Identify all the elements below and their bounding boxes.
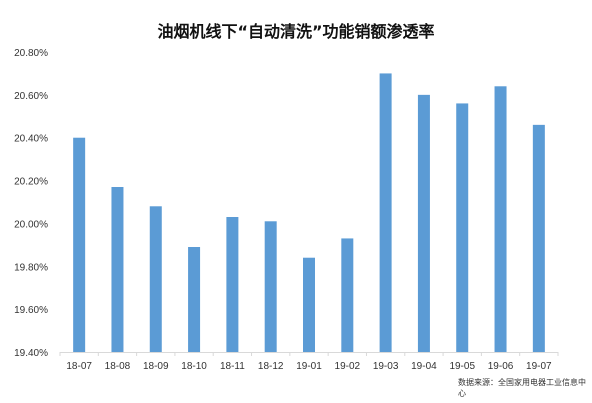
x-tick-label: 18-11 bbox=[220, 361, 245, 372]
bar-19-01 bbox=[303, 257, 315, 352]
x-tick-label: 18-07 bbox=[66, 361, 92, 372]
x-tick-label: 19-06 bbox=[488, 361, 514, 372]
x-tick-label: 19-01 bbox=[296, 361, 322, 372]
bar-19-02 bbox=[341, 238, 354, 352]
x-tick-label: 19-02 bbox=[335, 361, 361, 372]
bar-19-07 bbox=[532, 124, 545, 352]
y-tick-label: 19.60% bbox=[14, 305, 48, 316]
y-tick-label: 20.00% bbox=[14, 219, 48, 230]
bar-18-10 bbox=[188, 247, 201, 352]
bar-18-11 bbox=[226, 217, 239, 352]
bar-19-04 bbox=[417, 94, 430, 352]
x-tick-label: 19-03 bbox=[373, 361, 399, 372]
y-tick-label: 20.20% bbox=[14, 177, 48, 188]
x-tick-label: 19-04 bbox=[411, 361, 437, 372]
bar-18-08 bbox=[111, 187, 124, 352]
source-note: 数据来源：全国家用电器工业信息中心 bbox=[458, 378, 586, 398]
y-tick-label: 20.60% bbox=[14, 91, 48, 102]
bar-19-05 bbox=[456, 103, 469, 352]
bar-18-12 bbox=[264, 221, 277, 352]
x-tick-label: 19-07 bbox=[526, 361, 552, 372]
bar-18-09 bbox=[149, 206, 162, 352]
x-tick-label: 18-10 bbox=[181, 361, 207, 372]
bar-18-07 bbox=[73, 137, 86, 352]
x-tick-label: 19-05 bbox=[449, 361, 475, 372]
x-tick-label: 18-08 bbox=[105, 361, 131, 372]
bar-19-03 bbox=[379, 73, 392, 352]
y-tick-label: 19.80% bbox=[14, 262, 48, 273]
x-tick-label: 18-12 bbox=[258, 361, 284, 372]
chart-title: 油烟机线下“自动清洗”功能销额渗透率 bbox=[157, 22, 435, 41]
bar-19-06 bbox=[494, 86, 507, 353]
y-tick-label: 19.40% bbox=[14, 348, 48, 359]
y-tick-label: 20.80% bbox=[14, 48, 48, 59]
x-tick-label: 18-09 bbox=[143, 361, 169, 372]
y-tick-label: 20.40% bbox=[14, 134, 48, 145]
